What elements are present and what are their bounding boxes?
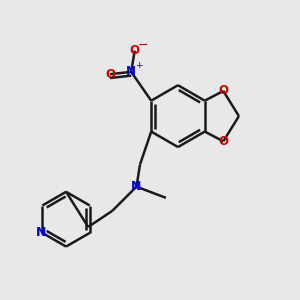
Text: −: − [137,39,148,52]
Text: N: N [126,65,136,78]
Text: O: O [130,44,140,57]
Text: N: N [36,226,46,239]
Text: O: O [218,135,228,148]
Text: O: O [105,68,115,81]
Text: O: O [218,85,228,98]
Text: +: + [135,61,142,70]
Text: N: N [131,180,142,193]
